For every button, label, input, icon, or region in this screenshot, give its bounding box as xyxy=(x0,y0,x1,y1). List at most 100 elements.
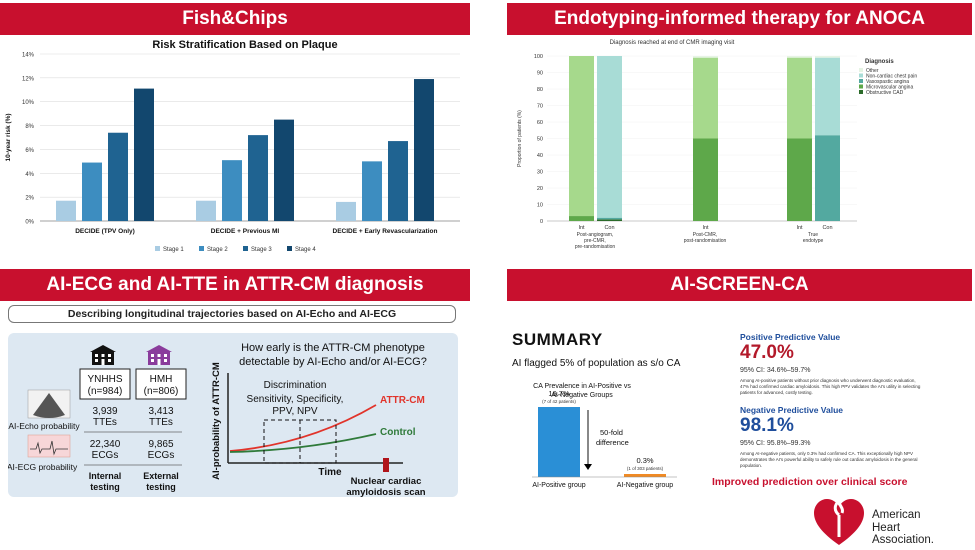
stack-segment xyxy=(597,56,622,218)
stack-segment xyxy=(815,135,840,221)
y-tick-label: 10% xyxy=(22,100,35,106)
bar-stage-4 xyxy=(274,119,294,221)
hmh-ecgs-count: 9,865 xyxy=(148,439,173,450)
npv-value: 98.1% xyxy=(740,415,794,436)
y-tick-label: 6% xyxy=(25,148,34,154)
bar-stage-1 xyxy=(56,200,76,221)
ppv-value: 47.0% xyxy=(740,342,794,363)
legend-label: Non-cardiac chest pain xyxy=(866,74,917,80)
ecg-trace-icon xyxy=(30,440,68,456)
scan-label-2: amyloidosis scan xyxy=(346,487,425,497)
y-tick-label: 2% xyxy=(25,196,34,202)
attr-subtitle: Describing longitudinal trajectories bas… xyxy=(67,308,397,320)
ca-value-label: 0.3% xyxy=(636,456,653,465)
legend-swatch xyxy=(859,68,863,72)
y-tick-label: 10 xyxy=(537,203,543,209)
bar-stage-2 xyxy=(222,160,242,221)
legend-label: Obstructive CAD xyxy=(866,90,904,96)
ca-prevalence-chart: CA Prevalence in AI-Positive vs AI-Negati… xyxy=(532,383,677,489)
npv-description: Among AI-negative patients, only 0.3% ha… xyxy=(740,451,970,469)
legend-label: Stage 2 xyxy=(207,247,228,253)
aha-line-3: Association. xyxy=(872,534,935,546)
y-tick-label: 8% xyxy=(25,124,34,130)
fish-chips-banner: Fish&Chips xyxy=(0,3,470,35)
group-label: Post-CMR, xyxy=(693,232,717,238)
bar-stage-1 xyxy=(336,201,356,221)
attr-y-axis-label: AI-probability of ATTR-CM xyxy=(211,362,222,480)
ynhhs-ecgs-unit: ECGs xyxy=(92,450,119,461)
bar-stage-3 xyxy=(388,141,408,221)
aha-heart-torch-icon xyxy=(814,497,864,545)
ca-sub-label: (7 of 42 patients) xyxy=(542,399,576,404)
group-label: endotype xyxy=(803,238,824,244)
ppv-description: Among AI-positive patients without prior… xyxy=(740,378,970,396)
legend-swatch xyxy=(199,246,204,251)
stack-segment xyxy=(693,138,718,221)
improved-prediction-text: Improved prediction over clinical score xyxy=(712,476,908,488)
npv-desc-line: demonstrates the AI's powerful ability t… xyxy=(740,457,918,462)
legend-label: Other xyxy=(866,68,879,74)
hmh-box xyxy=(135,368,187,400)
risk-chart-title: Risk Stratification Based on Plaque xyxy=(152,39,337,51)
y-tick-label: 0% xyxy=(25,220,34,226)
bar-label: Int xyxy=(578,225,585,231)
bar-label: Int xyxy=(796,225,803,231)
internal-testing-1: Internal xyxy=(89,471,122,481)
attr-banner: AI-ECG and AI-TTE in ATTR-CM diagnosis xyxy=(0,269,470,301)
difference-arrowhead xyxy=(584,464,592,470)
difference-label-2: difference xyxy=(596,438,629,447)
y-tick-label: 14% xyxy=(22,53,35,59)
ynhhs-hospital-icon xyxy=(90,345,116,365)
stack-segment xyxy=(815,57,840,136)
npv-desc-line: Among AI-negative patients, only 0.3% ha… xyxy=(740,451,914,456)
stack-segment xyxy=(693,56,718,58)
control-label: Control xyxy=(380,427,416,438)
group-label: Post-angiogram, xyxy=(577,232,614,238)
legend-swatch xyxy=(243,246,248,251)
hmh-ecgs-unit: ECGs xyxy=(148,450,175,461)
ca-value-label: 16.7% xyxy=(548,389,570,398)
question-line-2: detectable by AI-Echo and/or AI-ECG? xyxy=(239,356,427,368)
anoca-chart-title: Diagnosis reached at end of CMR imaging … xyxy=(610,40,735,46)
hmh-ttes-unit: TTEs xyxy=(149,417,173,428)
npv-ci: 95% CI: 95.8%–99.3% xyxy=(740,440,811,447)
ynhhs-ttes-count: 3,939 xyxy=(92,406,117,417)
attr-cm-curve xyxy=(229,404,377,452)
x-category-label: AI-Negative group xyxy=(617,482,674,489)
y-tick-label: 30 xyxy=(537,170,543,176)
group-label: True xyxy=(808,232,818,238)
y-tick-label: 100 xyxy=(534,54,543,60)
aha-name: American Heart Association. xyxy=(872,509,934,547)
metrics-line-2: PPV, NPV xyxy=(272,406,318,417)
npv-title: Negative Predictive Value xyxy=(740,405,843,415)
ca-chart-title-2: AI-Negative Groups xyxy=(551,392,613,399)
echo-prob-label: AI-Echo probability xyxy=(8,421,80,431)
x-category-label: DECIDE + Previous MI xyxy=(211,228,280,235)
hmh-n: (n=806) xyxy=(144,386,179,397)
y-tick-label: 4% xyxy=(25,172,34,178)
stack-segment xyxy=(787,56,812,58)
y-tick-label: 50 xyxy=(537,137,543,143)
aha-line-2: Heart xyxy=(872,521,901,534)
legend-swatch xyxy=(155,246,160,251)
difference-label-1: 50-fold xyxy=(600,428,623,437)
legend-swatch xyxy=(859,84,863,89)
stack-segment xyxy=(569,56,594,217)
stack-segment xyxy=(787,57,812,139)
legend-swatch xyxy=(287,246,292,251)
anoca-diagnosis-chart: Diagnosis reached at end of CMR imaging … xyxy=(517,40,917,250)
legend-swatch xyxy=(859,90,863,94)
bar-stage-1 xyxy=(196,200,216,221)
bar-label: Int xyxy=(702,225,709,231)
ynhhs-box xyxy=(79,368,131,400)
aha-line-1: American xyxy=(872,509,921,521)
ynhhs-n: (n=984) xyxy=(88,386,123,397)
ppv-desc-line: patients for advanced, costly testing. xyxy=(740,390,813,395)
x-category-label: DECIDE + Early Revascularization xyxy=(333,228,438,235)
y-tick-label: 60 xyxy=(537,120,543,126)
ecg-image xyxy=(27,434,71,458)
y-tick-label: 80 xyxy=(537,87,543,93)
y-axis-label: 10-year risk (%) xyxy=(5,113,12,161)
ynhhs-ttes-unit: TTEs xyxy=(93,417,117,428)
attr-subtitle-box: Describing longitudinal trajectories bas… xyxy=(8,305,456,323)
